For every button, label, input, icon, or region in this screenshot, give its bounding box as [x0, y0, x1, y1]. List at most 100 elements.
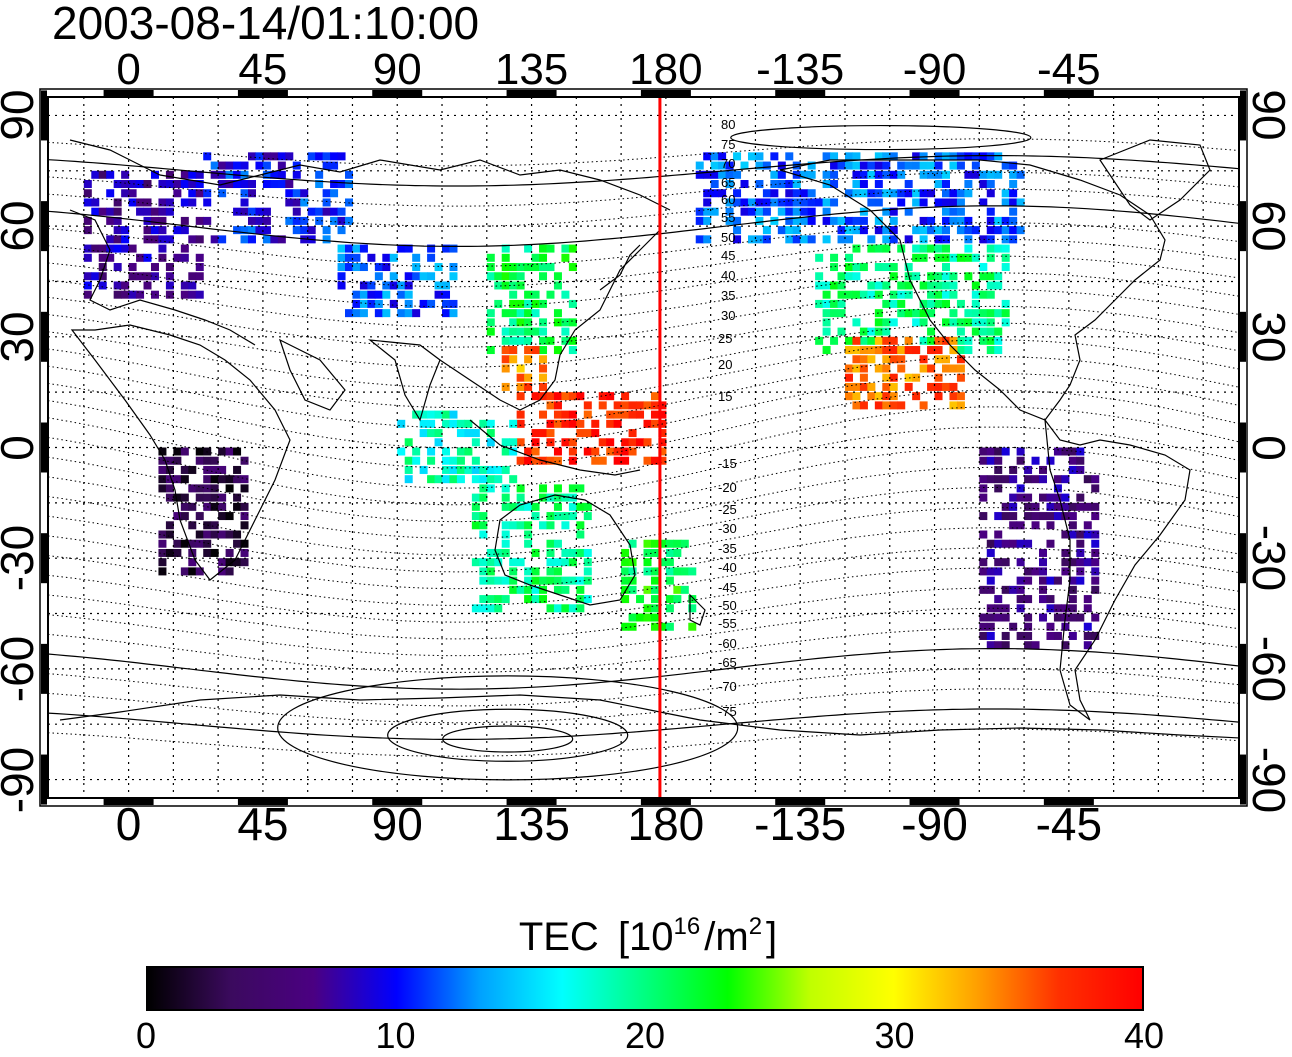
tec-cell	[158, 475, 167, 484]
tec-cell	[456, 447, 465, 456]
tec-cell	[188, 198, 197, 207]
tec-cell	[1061, 502, 1070, 511]
tec-cell	[979, 484, 988, 493]
tec-cell	[621, 548, 630, 557]
tec-cell	[1061, 558, 1070, 567]
tec-cell	[382, 290, 391, 299]
tec-cell	[1039, 585, 1048, 594]
tec-cell	[404, 299, 413, 308]
tec-cell	[673, 585, 682, 594]
tec-cell	[442, 281, 451, 290]
tec-cell	[173, 253, 182, 262]
tec-cell	[404, 438, 413, 447]
tec-cell	[815, 299, 824, 308]
tec-cell	[240, 189, 249, 198]
tec-cell	[240, 558, 249, 567]
tec-cell	[83, 198, 92, 207]
tec-cell	[442, 465, 451, 474]
tec-cell	[1016, 170, 1025, 179]
tec-cell	[516, 521, 525, 530]
colorbar	[146, 966, 1144, 1011]
tec-cell	[859, 346, 868, 355]
tec-cell	[121, 180, 130, 189]
tec-cell	[218, 170, 227, 179]
tec-cell	[471, 456, 480, 465]
tec-cell	[665, 576, 674, 585]
tec-cell	[315, 170, 324, 179]
tec-cell	[874, 364, 883, 373]
tec-cell	[524, 309, 533, 318]
tec-cell	[986, 226, 995, 235]
tec-cell	[576, 392, 585, 401]
tec-cell	[524, 595, 533, 604]
tec-cell	[1009, 226, 1018, 235]
tec-cell	[494, 604, 503, 613]
tec-cell	[486, 327, 495, 336]
tec-cell	[889, 299, 898, 308]
tec-cell	[941, 299, 950, 308]
tec-cell	[628, 539, 637, 548]
tec-cell	[956, 189, 965, 198]
tec-cell	[695, 170, 704, 179]
tec-cell	[539, 382, 548, 391]
tec-cell	[576, 548, 585, 557]
tec-cell	[1001, 299, 1010, 308]
tec-cell	[136, 180, 145, 189]
tec-cell	[509, 281, 518, 290]
tec-cell	[419, 272, 428, 281]
tec-cell	[859, 216, 868, 225]
tec-cell	[882, 355, 891, 364]
axis-tick-label: -45	[1037, 45, 1101, 94]
tec-cell	[516, 318, 525, 327]
tec-cell	[173, 226, 182, 235]
tec-cell	[1024, 512, 1033, 521]
tec-cell	[218, 465, 227, 474]
tec-cell	[330, 180, 339, 189]
tec-cell	[501, 263, 510, 272]
tec-cell	[479, 558, 488, 567]
tec-cell	[516, 438, 525, 447]
tec-cell	[650, 622, 659, 631]
tec-cell	[277, 180, 286, 189]
tec-cell	[964, 346, 973, 355]
tec-cell	[539, 272, 548, 281]
tec-cell	[919, 198, 928, 207]
tec-cell	[188, 502, 197, 511]
tec-cell	[1016, 631, 1025, 640]
tec-cell	[180, 567, 189, 576]
tec-cell	[1053, 447, 1062, 456]
tec-cell	[889, 401, 898, 410]
tec-cell	[203, 548, 212, 557]
tec-cell	[755, 180, 764, 189]
tec-cell	[665, 595, 674, 604]
tec-cell	[1031, 456, 1040, 465]
tec-cell	[785, 235, 794, 244]
tec-cell	[1001, 585, 1010, 594]
tec-cell	[442, 299, 451, 308]
tec-cell	[553, 309, 562, 318]
tec-cell	[680, 539, 689, 548]
tec-cell	[561, 318, 570, 327]
tec-cell	[315, 152, 324, 161]
tec-cell	[919, 253, 928, 262]
tec-cell	[897, 161, 906, 170]
tec-cell	[859, 161, 868, 170]
tec-cell	[1031, 512, 1040, 521]
tec-cell	[240, 475, 249, 484]
tec-cell	[509, 336, 518, 345]
tec-cell	[539, 521, 548, 530]
tec-cell	[964, 216, 973, 225]
tec-cell	[262, 170, 271, 179]
tec-cell	[1083, 641, 1092, 650]
tec-cell	[844, 336, 853, 345]
tec-cell	[121, 235, 130, 244]
tec-cell	[539, 429, 548, 438]
frame-tick	[1240, 754, 1246, 805]
tec-cell	[180, 493, 189, 502]
tec-cell	[397, 419, 406, 428]
tec-cell	[165, 475, 174, 484]
tec-cell	[703, 198, 712, 207]
axis-tick-label: -90	[1243, 746, 1292, 813]
tec-cell	[1083, 558, 1092, 567]
tec-cell	[882, 392, 891, 401]
